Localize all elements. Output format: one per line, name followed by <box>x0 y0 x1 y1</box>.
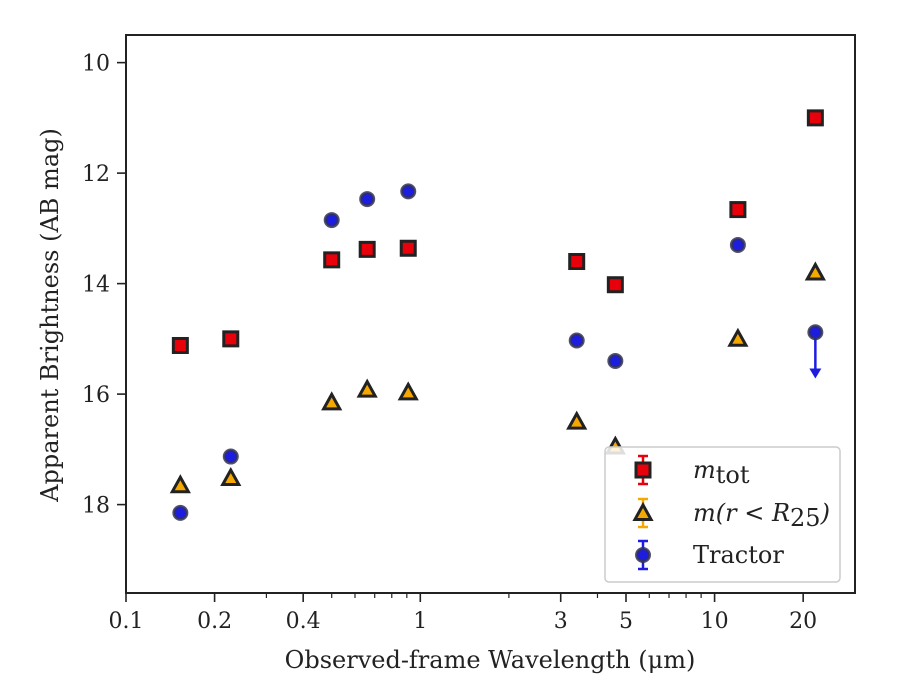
x-tick-label: 5 <box>619 609 633 634</box>
point-square <box>399 239 417 257</box>
data-marks <box>169 109 826 521</box>
y-tick-label: 14 <box>82 273 110 298</box>
axes: 0.1 0.2 0.4 1 3 5 10 20 10 12 14 16 18 <box>82 34 856 634</box>
x-tick-label: 0.1 <box>109 609 144 634</box>
plot-frame <box>125 34 856 594</box>
point-triangle <box>356 378 378 398</box>
point-square <box>568 253 586 271</box>
legend-label: mtot <box>693 456 750 489</box>
point-square <box>606 276 624 294</box>
point-triangle <box>566 410 588 430</box>
x-axis-label: Observed-frame Wavelength (μm) <box>285 646 696 674</box>
point-square <box>358 240 376 258</box>
point-square <box>171 336 189 354</box>
point-triangle <box>169 474 191 494</box>
x-tick-label: 0.4 <box>286 609 321 634</box>
point-triangle <box>804 261 826 281</box>
y-tick-label: 16 <box>82 383 110 408</box>
point-circle <box>359 191 376 208</box>
point-triangle <box>727 327 749 347</box>
x-tick-label: 1 <box>413 609 427 634</box>
point-circle <box>607 352 624 369</box>
y-tick-label: 12 <box>82 162 110 187</box>
point-square <box>729 201 747 219</box>
point-circle <box>400 183 417 200</box>
point-square <box>806 109 824 127</box>
x-tick-label: 0.2 <box>197 609 232 634</box>
legend-marker-triangle <box>632 501 654 521</box>
legend-label: m(r < R25) <box>693 499 830 532</box>
point-circle <box>807 324 824 341</box>
legend-label: Tractor <box>693 541 784 569</box>
x-tick-label: 20 <box>789 609 817 634</box>
x-tick-label: 3 <box>554 609 568 634</box>
point-square <box>323 251 341 269</box>
y-tick-label: 10 <box>82 52 110 77</box>
point-circle <box>172 504 189 521</box>
point-circle <box>568 332 585 349</box>
series-triangle <box>169 261 826 494</box>
x-tick-label: 10 <box>701 609 729 634</box>
y-tick-label: 18 <box>82 494 110 519</box>
legend-box <box>604 446 841 583</box>
point-circle <box>222 448 239 465</box>
point-triangle <box>397 381 419 401</box>
point-triangle <box>321 391 343 411</box>
point-triangle <box>220 466 242 487</box>
point-circle <box>729 236 746 253</box>
legend-marker-circle <box>635 547 651 563</box>
point-circle <box>323 212 340 229</box>
legend-marker-square <box>634 461 652 479</box>
series-square <box>171 109 824 354</box>
point-square <box>222 330 240 348</box>
series-circle <box>172 183 824 521</box>
upper-limit-arrowhead <box>809 368 822 379</box>
y-axis-label: Apparent Brightness (AB mag) <box>36 128 64 503</box>
legend: mtot m(r < R25) Tractor <box>604 446 841 583</box>
